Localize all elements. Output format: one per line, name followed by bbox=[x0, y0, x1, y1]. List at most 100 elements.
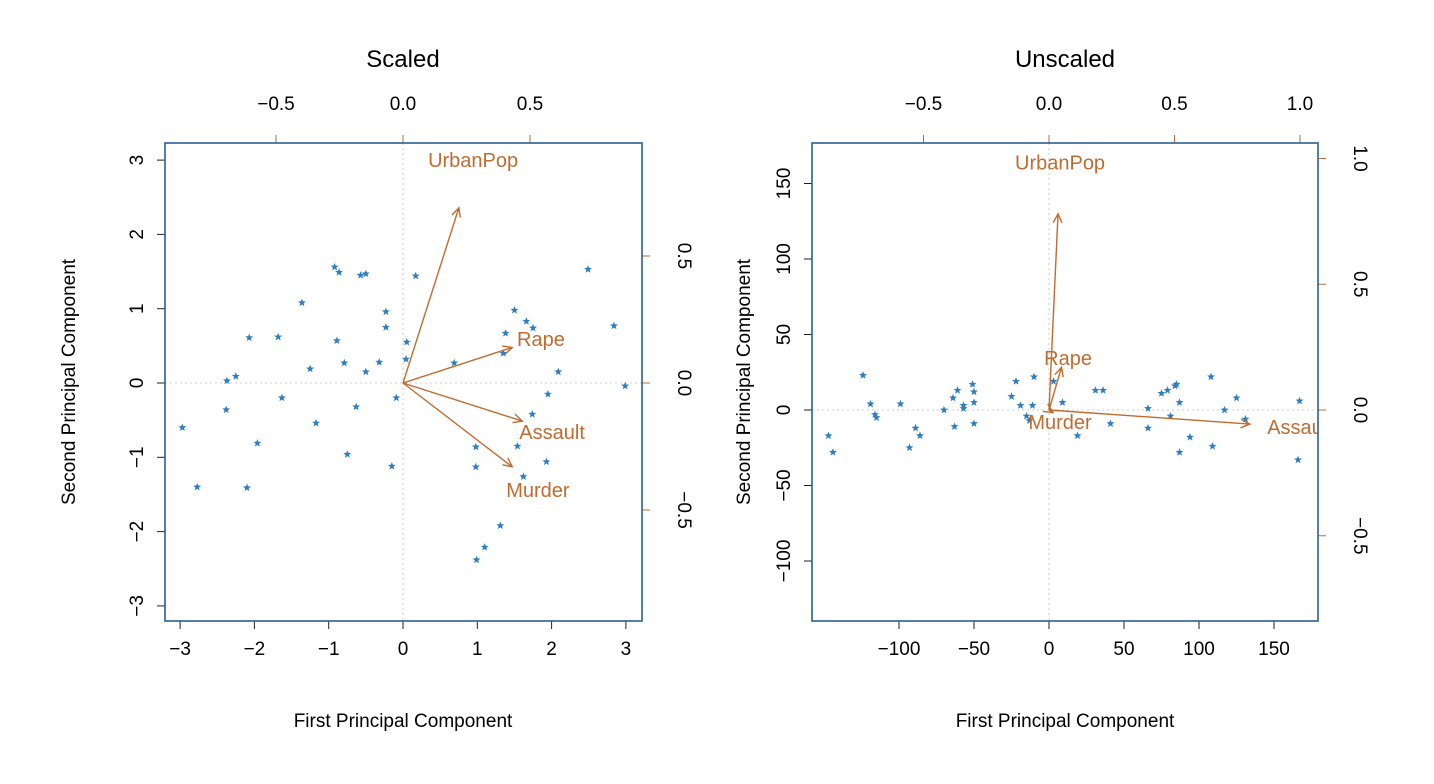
y-tick-label: −50 bbox=[774, 469, 795, 501]
data-point-star-icon bbox=[1016, 401, 1025, 409]
data-point-star-icon bbox=[222, 376, 231, 385]
loading-arrow-urbanpop bbox=[402, 207, 460, 384]
data-point-star-icon bbox=[610, 321, 619, 330]
data-points bbox=[178, 262, 630, 564]
data-point-star-icon bbox=[1172, 380, 1181, 388]
arrowhead-icon bbox=[512, 413, 524, 424]
data-point-star-icon bbox=[472, 555, 481, 564]
x-tick-label: 0 bbox=[1044, 639, 1055, 660]
y-axis-label: Second Principal Component bbox=[59, 258, 80, 505]
loading-label-murder: Murder bbox=[506, 480, 570, 502]
data-point-star-icon bbox=[312, 418, 321, 427]
data-point-star-icon bbox=[402, 337, 411, 346]
data-point-star-icon bbox=[970, 419, 978, 427]
x-tick-label: −2 bbox=[244, 639, 266, 660]
data-point-star-icon bbox=[916, 431, 924, 440]
data-point-star-icon bbox=[959, 401, 968, 409]
data-point-star-icon bbox=[499, 349, 508, 357]
top-tick-label: 1.0 bbox=[1287, 94, 1313, 115]
data-point-star-icon bbox=[829, 448, 837, 456]
y-tick-label: −100 bbox=[774, 540, 795, 583]
data-point-star-icon bbox=[866, 399, 875, 408]
data-point-star-icon bbox=[332, 336, 341, 345]
top-tick-label: −0.5 bbox=[905, 94, 943, 115]
data-point-star-icon bbox=[896, 399, 905, 408]
top-tick-label: 0.5 bbox=[517, 94, 543, 115]
x-tick-label: −1 bbox=[318, 639, 340, 660]
y-tick-label: −1 bbox=[127, 446, 148, 468]
x-tick-label: 3 bbox=[621, 639, 632, 660]
data-point-star-icon bbox=[1241, 414, 1250, 423]
data-point-star-icon bbox=[245, 333, 254, 342]
data-point-star-icon bbox=[1144, 423, 1152, 432]
data-point-star-icon bbox=[361, 367, 370, 376]
data-point-star-icon bbox=[859, 371, 867, 379]
data-point-star-icon bbox=[1232, 393, 1241, 402]
y-tick-label: −3 bbox=[127, 595, 148, 617]
data-point-star-icon bbox=[1157, 389, 1166, 397]
loading-arrow-murder bbox=[402, 382, 513, 468]
data-point-star-icon bbox=[343, 450, 352, 458]
x-tick-label: −100 bbox=[878, 639, 921, 660]
loading-arrow-rape bbox=[402, 346, 513, 384]
data-point-star-icon bbox=[522, 317, 531, 325]
data-point-star-icon bbox=[274, 332, 283, 341]
right-tick-label: 0.5 bbox=[1349, 271, 1370, 297]
right-tick-label: −0.5 bbox=[1349, 517, 1370, 555]
data-point-star-icon bbox=[528, 410, 537, 418]
loading-arrow-assault bbox=[1048, 409, 1250, 425]
data-point-star-icon bbox=[356, 271, 365, 279]
data-points bbox=[824, 371, 1304, 464]
arrowhead-icon bbox=[1043, 403, 1055, 414]
data-point-star-icon bbox=[1012, 377, 1020, 385]
data-point-star-icon bbox=[411, 271, 420, 280]
plot-frame bbox=[164, 142, 643, 622]
x-tick-label: 100 bbox=[1183, 639, 1215, 660]
loading-arrow-urbanpop bbox=[1048, 213, 1059, 411]
top-tick-label: −0.5 bbox=[257, 94, 295, 115]
data-point-star-icon bbox=[330, 262, 339, 271]
data-point-star-icon bbox=[519, 472, 528, 481]
data-point-star-icon bbox=[950, 422, 959, 431]
data-point-star-icon bbox=[193, 482, 202, 491]
data-point-star-icon bbox=[335, 268, 344, 276]
data-point-star-icon bbox=[1166, 411, 1175, 420]
data-point-star-icon bbox=[1007, 392, 1016, 400]
data-point-star-icon bbox=[1186, 432, 1194, 441]
y-axis-label: Second Principal Component bbox=[734, 258, 755, 505]
unscaled-biplot-panel: Unscaled First Principal Component Secon… bbox=[734, 46, 1370, 732]
data-point-star-icon bbox=[542, 457, 551, 466]
data-point-star-icon bbox=[1028, 401, 1037, 409]
data-point-star-icon bbox=[543, 389, 552, 398]
data-point-star-icon bbox=[501, 329, 510, 337]
data-point-star-icon bbox=[529, 323, 538, 332]
data-point-star-icon bbox=[1049, 377, 1058, 385]
data-point-star-icon bbox=[375, 358, 384, 366]
data-point-star-icon bbox=[1106, 419, 1115, 427]
plot-frame bbox=[811, 142, 1319, 622]
data-point-star-icon bbox=[1030, 372, 1038, 381]
data-point-star-icon bbox=[970, 398, 978, 406]
data-point-star-icon bbox=[306, 364, 315, 373]
x-tick-label: 2 bbox=[546, 639, 557, 660]
y-tick-label: 1 bbox=[127, 303, 148, 314]
data-point-star-icon bbox=[1294, 455, 1302, 464]
arrowhead-icon bbox=[1054, 365, 1064, 378]
data-point-star-icon bbox=[392, 393, 401, 402]
loading-label-rape: Rape bbox=[517, 329, 565, 351]
x-tick-label: 150 bbox=[1258, 639, 1290, 660]
y-tick-label: 150 bbox=[774, 168, 795, 200]
data-point-star-icon bbox=[968, 380, 977, 388]
data-point-star-icon bbox=[959, 404, 968, 412]
x-tick-label: 1 bbox=[472, 639, 483, 660]
data-point-star-icon bbox=[1207, 372, 1215, 381]
data-point-star-icon bbox=[1295, 396, 1304, 405]
chart-title: Scaled bbox=[366, 46, 439, 73]
data-point-star-icon bbox=[1208, 442, 1217, 450]
data-point-star-icon bbox=[949, 393, 957, 402]
loading-vectors: UrbanPop Rape Assault Murder bbox=[402, 150, 585, 502]
right-tick-label: 0.0 bbox=[673, 370, 694, 396]
data-point-star-icon bbox=[872, 413, 881, 421]
data-point-star-icon bbox=[1073, 431, 1082, 440]
data-point-star-icon bbox=[1091, 386, 1100, 394]
